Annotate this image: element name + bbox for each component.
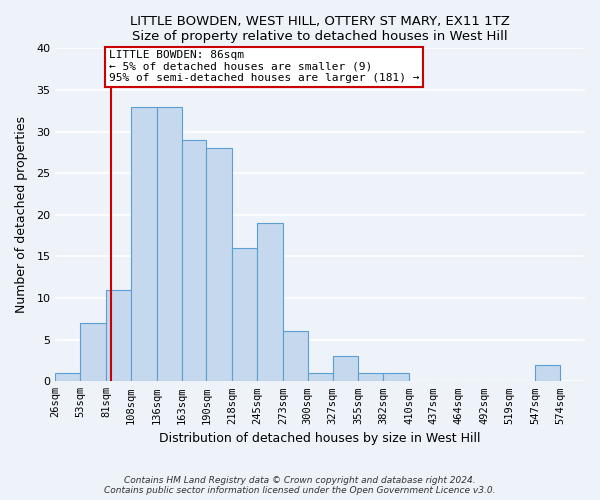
Bar [157, 106, 182, 382]
Bar [308, 373, 332, 382]
Title: LITTLE BOWDEN, WEST HILL, OTTERY ST MARY, EX11 1TZ
Size of property relative to : LITTLE BOWDEN, WEST HILL, OTTERY ST MARY… [130, 15, 510, 43]
Bar [80, 323, 106, 382]
Bar [283, 332, 308, 382]
Bar [332, 356, 358, 382]
Text: Contains HM Land Registry data © Crown copyright and database right 2024.
Contai: Contains HM Land Registry data © Crown c… [104, 476, 496, 495]
Bar [358, 373, 383, 382]
Bar [206, 148, 232, 382]
Bar [232, 248, 257, 382]
Bar [131, 106, 157, 382]
Bar [106, 290, 131, 382]
Bar [182, 140, 206, 382]
Bar [55, 373, 80, 382]
Text: LITTLE BOWDEN: 86sqm
← 5% of detached houses are smaller (9)
95% of semi-detache: LITTLE BOWDEN: 86sqm ← 5% of detached ho… [109, 50, 419, 83]
Bar [535, 364, 560, 382]
Y-axis label: Number of detached properties: Number of detached properties [15, 116, 28, 314]
Bar [257, 223, 283, 382]
Bar [383, 373, 409, 382]
X-axis label: Distribution of detached houses by size in West Hill: Distribution of detached houses by size … [160, 432, 481, 445]
